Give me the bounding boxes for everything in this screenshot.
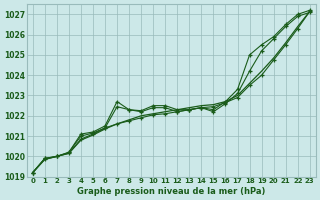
X-axis label: Graphe pression niveau de la mer (hPa): Graphe pression niveau de la mer (hPa) (77, 187, 266, 196)
